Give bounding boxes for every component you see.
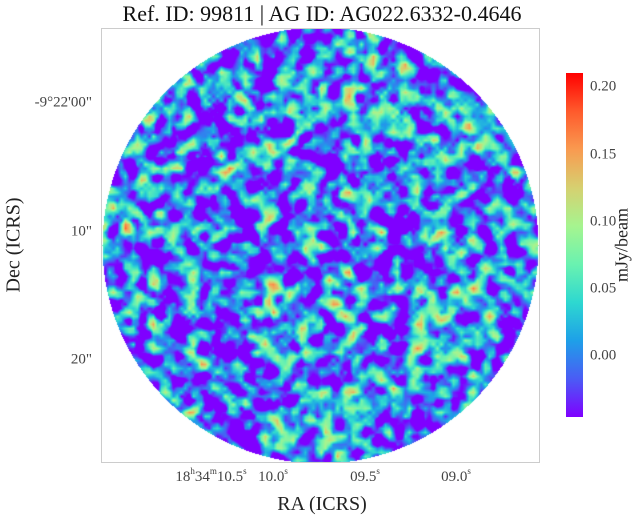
colorbar xyxy=(566,73,583,417)
chart-title: Ref. ID: 99811 | AG ID: AG022.6332-0.464… xyxy=(122,1,522,26)
colorbar-tick-0: 0.20 xyxy=(590,78,617,95)
y-tick-1: 10" xyxy=(70,223,92,240)
x-tick-0: 18h34m10.5s xyxy=(175,466,247,485)
x-tick-3: 09.0s xyxy=(441,466,471,485)
plot-frame xyxy=(101,28,540,463)
colorbar-tick-1: 0.15 xyxy=(590,146,617,163)
colorbar-label: mJy/beam xyxy=(611,208,632,282)
y-tick-0: -9°22'00" xyxy=(34,94,92,111)
colorbar-tick-4: 0.00 xyxy=(590,347,617,364)
y-axis-label: Dec (ICRS) xyxy=(2,197,25,293)
intensity-map xyxy=(101,28,540,463)
x-tick-2: 09.5s xyxy=(350,466,380,485)
colorbar-tick-3: 0.05 xyxy=(590,280,617,297)
x-tick-1: 10.0s xyxy=(258,466,288,485)
y-tick-2: 20" xyxy=(70,351,92,368)
x-axis-label: RA (ICRS) xyxy=(277,493,367,515)
colorbar-tick-2: 0.10 xyxy=(590,213,617,230)
